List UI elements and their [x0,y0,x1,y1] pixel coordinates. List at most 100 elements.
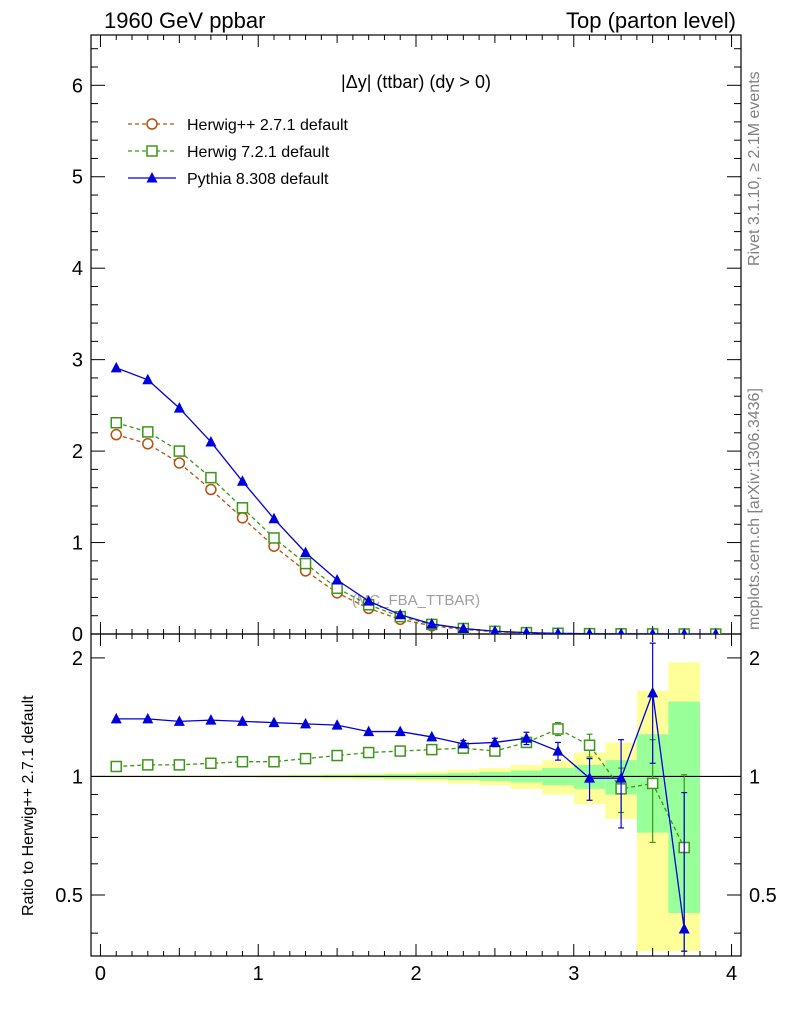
data-point-square [142,759,154,771]
data-point-triangle [236,475,248,486]
x-tick-label: 3 [568,963,579,985]
series-line [116,422,716,634]
data-point-square [173,445,186,457]
data-point-triangle [586,627,593,634]
data-point-triangle [173,402,185,413]
header-process: Top (parton level) [566,8,736,33]
data-point-triangle [331,574,343,585]
data-point-triangle [678,922,690,934]
data-point-triangle [142,712,154,724]
main-series [110,361,722,634]
data-point-triangle [552,745,564,756]
data-point-square [552,723,564,735]
data-point-triangle [520,732,532,743]
data-point-triangle [268,512,280,524]
data-point-triangle [617,627,625,634]
x-tick-label: 1 [253,963,264,985]
series-line [116,434,716,634]
data-point-triangle [647,686,659,698]
ratio-y-tick-label-left: 0.5 [55,885,83,907]
ratio-y-tick-label-left: 2 [72,648,83,670]
data-point-triangle [205,714,217,725]
ratio-y-tick-label-left: 1 [72,766,83,788]
plot-title: |Δy| (ttbar) (dy > 0) [341,72,491,92]
main-y-tick-label: 1 [72,533,83,555]
data-point-triangle [331,719,343,730]
data-point-circle [142,438,154,450]
data-point-square [205,471,217,484]
data-point-square [268,755,280,768]
legend-label: Herwig++ 2.7.1 default [187,117,349,134]
data-point-square [583,739,596,752]
data-point-circle [110,428,122,441]
data-point-square [299,752,312,765]
data-point-square [110,760,122,773]
data-point-triangle [615,772,627,783]
data-point-square [146,145,158,157]
data-point-triangle [110,712,122,724]
series-line [116,367,716,634]
data-point-triangle [236,715,248,726]
data-point-triangle [457,622,469,634]
x-tick-label: 0 [95,963,106,985]
data-point-square [173,759,186,771]
data-point-triangle [712,628,719,634]
data-point-square [142,426,154,438]
data-point-square [236,755,249,768]
data-point-triangle [268,716,280,728]
data-point-square [331,749,343,762]
data-point-triangle [394,608,406,620]
data-point-square [331,582,343,595]
data-point-triangle [584,772,596,783]
header-energy: 1960 GeV ppbar [104,8,266,33]
main-y-tick-label: 2 [72,441,83,463]
data-point-square [489,745,501,757]
main-y-tick-label: 4 [72,258,83,280]
main-y-tick-label: 5 [72,167,83,189]
data-point-square [205,757,217,770]
data-point-square [110,416,122,429]
data-point-circle [173,457,186,469]
data-point-triangle [300,546,312,558]
data-point-triangle [142,373,154,385]
ratio-y-tick-label-right: 0.5 [749,885,777,907]
data-point-triangle [146,172,158,183]
data-point-triangle [173,715,185,726]
legend: Herwig++ 2.7.1 default Herwig 7.2.1 defau… [128,117,349,188]
data-point-triangle [649,627,656,634]
data-point-triangle [426,730,438,742]
data-point-circle [146,118,158,130]
data-point-triangle [110,361,122,373]
data-point-triangle [300,717,312,729]
data-point-square [362,746,375,759]
main-y-tick-label: 0 [72,624,83,646]
axis-ticks [91,35,741,956]
data-point-triangle [490,625,500,634]
data-point-triangle [457,737,469,749]
ratio-y-tick-label-right: 2 [749,648,760,670]
ratio-series [110,642,690,952]
legend-label: Herwig 7.2.1 default [187,144,330,161]
data-point-triangle [522,626,531,634]
data-point-triangle [554,627,562,634]
data-point-circle [205,483,217,496]
data-point-square [268,532,280,544]
data-point-square [646,777,659,790]
legend-label: Pythia 8.308 default [187,171,329,188]
main-y-tick-label: 6 [72,75,83,97]
x-tick-label: 2 [410,963,421,985]
main-y-tick-label: 3 [72,350,83,372]
x-tick-label: 4 [726,963,737,985]
data-point-square [236,502,249,514]
data-point-triangle [489,736,501,747]
data-point-triangle [426,617,438,629]
data-point-square [394,745,406,757]
data-point-square [299,557,312,570]
analysis-watermark: (MC_FBA_TTBAR) [352,592,480,609]
data-point-square [426,743,438,756]
data-point-triangle [394,725,406,737]
data-point-triangle [363,595,375,606]
data-point-circle [236,512,249,524]
data-point-triangle [363,725,375,737]
